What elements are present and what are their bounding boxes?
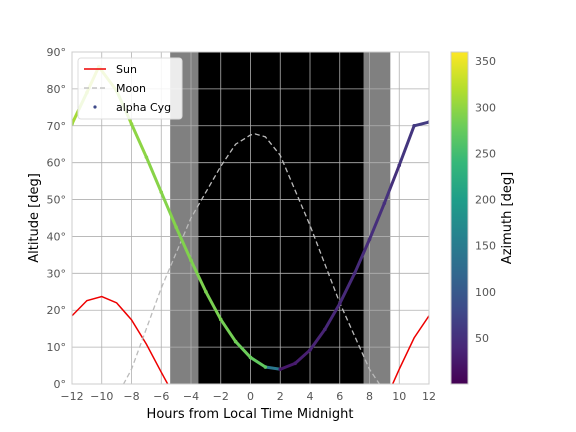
alpha-cyg-segment	[278, 361, 297, 371]
alpha-cyg-point	[218, 317, 223, 322]
alpha-cyg-segment	[338, 271, 357, 306]
alpha-cyg-point	[412, 123, 416, 128]
alpha-cyg-point	[129, 122, 134, 126]
alpha-cyg-segment	[293, 348, 312, 365]
alpha-cyg-segment	[308, 327, 327, 352]
alpha-cyg-segment	[189, 258, 208, 294]
alpha-cyg-point	[308, 348, 312, 352]
legend-label: alpha Cyg	[116, 101, 171, 114]
y-tick-label: 20°	[47, 304, 67, 317]
legend-label: Moon	[116, 82, 146, 95]
x-tick-label: 10	[392, 390, 406, 403]
x-tick-label: 8	[366, 390, 373, 403]
alpha-cyg-point	[233, 339, 238, 344]
alpha-cyg-point	[323, 327, 327, 332]
alpha-cyg-point	[248, 355, 253, 360]
alpha-cyg-point	[337, 301, 342, 306]
alpha-cyg-point	[159, 190, 164, 194]
colorbar-tick-label: 250	[475, 147, 496, 160]
colorbar-tick-label: 300	[475, 101, 496, 114]
alpha-cyg-point	[204, 289, 208, 294]
y-tick-label: 10°	[47, 341, 67, 354]
y-tick-label: 90°	[47, 46, 67, 59]
alpha-cyg-segment	[204, 290, 223, 321]
y-tick-label: 60°	[47, 157, 67, 170]
x-tick-label: −4	[183, 390, 199, 403]
alpha-cyg-segment	[397, 124, 416, 167]
alpha-cyg-point	[352, 271, 357, 276]
x-tick-label: 2	[277, 390, 284, 403]
alpha-cyg-point	[263, 365, 268, 369]
alpha-cyg-segment	[412, 120, 429, 128]
legend-box	[77, 57, 183, 120]
sun-line-evening	[72, 295, 169, 384]
y-tick-label: 40°	[47, 230, 67, 243]
x-tick-label: 4	[307, 390, 314, 403]
alpha-cyg-point	[367, 237, 372, 242]
x-tick-label: 6	[336, 390, 343, 403]
legend-alpha-cyg-swatch	[93, 105, 97, 109]
x-tick-label: 12	[422, 390, 436, 403]
alpha-cyg-segment	[159, 190, 178, 229]
colorbar-tick-label: 200	[475, 194, 496, 207]
alpha-cyg-segment	[144, 155, 163, 194]
colorbar: 50 100 150 200 250 300 350	[450, 51, 496, 385]
plot-frame	[71, 51, 430, 385]
colorbar-tick-label: 100	[475, 286, 496, 299]
alpha-cyg-point	[397, 163, 402, 168]
alpha-cyg-segment	[130, 122, 148, 159]
alpha-cyg-segment	[382, 163, 401, 205]
legend-label: Sun	[116, 63, 137, 76]
y-tick-label: 80°	[47, 83, 67, 96]
alpha-cyg-point	[382, 201, 387, 206]
legend: Sun Moon alpha Cyg	[77, 57, 183, 120]
alpha-cyg-point	[174, 225, 178, 230]
alpha-cyg-point	[293, 361, 297, 366]
alpha-cyg-segment	[234, 340, 252, 359]
alpha-cyg-segment	[219, 317, 238, 344]
alpha-cyg-point	[144, 155, 149, 159]
plot-area: −12 −10 −8 −6 −4 −2 0 2 4 6 8 10 12 0° 10° 20° 30° 40° 50°…	[47, 46, 437, 403]
x-tick-label: −6	[153, 390, 169, 403]
alpha-cyg-segment	[353, 237, 371, 275]
sun-line-morning	[391, 315, 429, 384]
x-tick-label: −12	[60, 390, 83, 403]
alpha-cyg-segment	[263, 365, 282, 371]
night-shading-1	[198, 52, 364, 384]
alpha-cyg-segment	[174, 225, 193, 262]
x-tick-label: −8	[123, 390, 139, 403]
alpha-cyg-segment	[323, 302, 342, 331]
colorbar-tick-label: 350	[475, 55, 496, 68]
x-tick-label: −2	[213, 390, 229, 403]
x-axis-label: Hours from Local Time Midnight	[147, 407, 354, 422]
y-tick-label: 50°	[47, 194, 67, 207]
y-tick-label: 70°	[47, 120, 67, 133]
x-tick-label: 0	[247, 390, 254, 403]
colorbar-tick-label: 150	[475, 240, 496, 253]
alpha-cyg-point	[189, 258, 193, 263]
x-tick-label: −10	[90, 390, 113, 403]
colorbar-label: Azimuth [deg]	[500, 172, 515, 264]
y-tick-label: 30°	[47, 267, 67, 280]
alpha-cyg-segment	[249, 355, 267, 369]
colorbar-bar	[450, 51, 469, 385]
moon-line	[122, 133, 381, 384]
alpha-cyg-segment	[368, 201, 386, 241]
y-tick-label: 0°	[54, 378, 67, 391]
y-axis-label: Altitude [deg]	[27, 173, 42, 263]
alpha-cyg-point	[278, 367, 283, 372]
colorbar-tick-label: 50	[475, 332, 489, 345]
